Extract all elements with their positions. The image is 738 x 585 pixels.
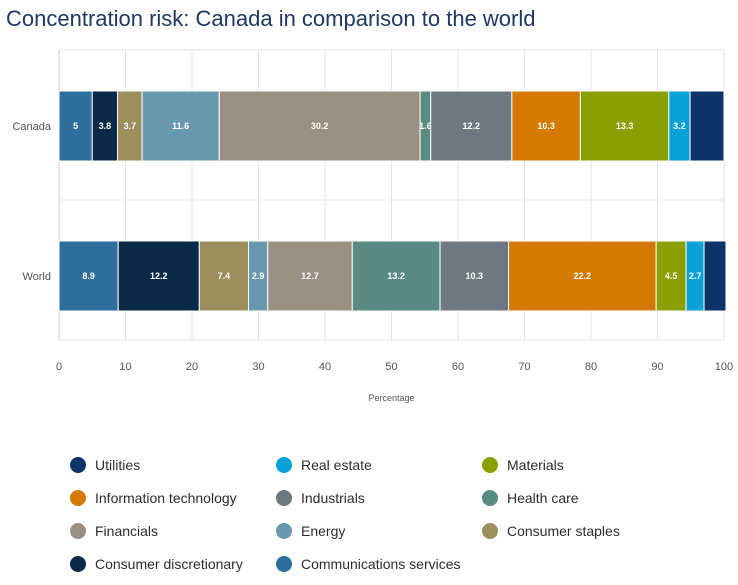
chart-legend: Utilities Real estate Materials Informat… bbox=[70, 454, 710, 575]
bar-segment bbox=[58, 240, 119, 312]
legend-item-financials[interactable]: Financials bbox=[70, 520, 276, 542]
bar-segment bbox=[117, 240, 200, 312]
legend-item-energy[interactable]: Energy bbox=[276, 520, 482, 542]
legend-swatch-icon bbox=[482, 490, 498, 506]
legend-label: Consumer staples bbox=[507, 523, 620, 539]
data-label: 11.6 bbox=[172, 121, 189, 131]
legend-label: Materials bbox=[507, 457, 564, 473]
data-label: 12.7 bbox=[301, 271, 319, 281]
legend-swatch-icon bbox=[70, 523, 86, 539]
legend-swatch-icon bbox=[276, 490, 292, 506]
legend-item-industrials[interactable]: Industrials bbox=[276, 487, 482, 509]
bar-segment bbox=[198, 240, 250, 312]
x-tick-label: 30 bbox=[252, 361, 264, 373]
data-label: 30.2 bbox=[311, 121, 329, 131]
bar-segment bbox=[439, 240, 510, 312]
data-label: 3.8 bbox=[99, 121, 112, 131]
data-label: 2.7 bbox=[689, 271, 702, 281]
x-tick-label: 40 bbox=[319, 361, 331, 373]
bar-segment bbox=[511, 90, 581, 162]
x-tick-label: 20 bbox=[186, 361, 198, 373]
data-label: 1.6 bbox=[419, 121, 432, 131]
data-label: 10.3 bbox=[466, 271, 484, 281]
legend-swatch-icon bbox=[276, 556, 292, 572]
legend-item-consumer-discretionary[interactable]: Consumer discretionary bbox=[70, 553, 276, 575]
legend-label: Energy bbox=[301, 523, 346, 539]
legend-swatch-icon bbox=[276, 457, 292, 473]
data-label: 12.2 bbox=[463, 121, 481, 131]
x-tick-label: 100 bbox=[715, 361, 733, 373]
y-tick-label: World bbox=[22, 271, 51, 283]
data-label: 10.3 bbox=[537, 121, 555, 131]
legend-item-health-care[interactable]: Health care bbox=[482, 487, 688, 509]
x-tick-label: 0 bbox=[56, 361, 62, 373]
bar-segment bbox=[579, 90, 670, 162]
bar-segment bbox=[141, 90, 220, 162]
y-tick-label: Canada bbox=[12, 121, 51, 133]
legend-label: Consumer discretionary bbox=[95, 556, 243, 572]
legend-label: Communications services bbox=[301, 556, 461, 572]
legend-swatch-icon bbox=[482, 523, 498, 539]
data-label: 12.2 bbox=[150, 271, 168, 281]
bar-segment bbox=[508, 240, 657, 312]
data-label: 3.2 bbox=[673, 121, 686, 131]
data-label: 2.9 bbox=[252, 271, 265, 281]
data-label: 7.4 bbox=[218, 271, 231, 281]
x-tick-label: 90 bbox=[651, 361, 663, 373]
bar-segment bbox=[91, 90, 119, 162]
data-label: 5 bbox=[73, 121, 78, 131]
chart-title: Concentration risk: Canada in comparison… bbox=[6, 6, 536, 31]
bar-segment bbox=[655, 240, 687, 312]
x-tick-label: 10 bbox=[119, 361, 131, 373]
legend-swatch-icon bbox=[70, 457, 86, 473]
data-label: 8.9 bbox=[82, 271, 95, 281]
data-label: 4.5 bbox=[665, 271, 678, 281]
x-tick-label: 50 bbox=[385, 361, 397, 373]
stacked-bar-chart: 0 10 20 30 40 50 60 70 80 90 100 Percentage Canada 5 3… bbox=[12, 49, 733, 403]
legend-swatch-icon bbox=[276, 523, 292, 539]
legend-item-communications-services[interactable]: Communications services bbox=[276, 553, 482, 575]
bar-segment bbox=[703, 240, 727, 312]
legend-label: Utilities bbox=[95, 457, 141, 473]
bar-segment bbox=[689, 90, 725, 162]
legend-swatch-icon bbox=[70, 556, 86, 572]
data-label: 22.2 bbox=[574, 271, 592, 281]
x-tick-label: 70 bbox=[518, 361, 530, 373]
legend-swatch-icon bbox=[70, 490, 86, 506]
legend-item-information-technology[interactable]: Information technology bbox=[70, 487, 276, 509]
data-label: 3.7 bbox=[124, 121, 137, 131]
legend-item-materials[interactable]: Materials bbox=[482, 454, 688, 476]
legend-item-real-estate[interactable]: Real estate bbox=[276, 454, 482, 476]
legend-label: Financials bbox=[95, 523, 159, 539]
legend-swatch-icon bbox=[482, 457, 498, 473]
bar-segment bbox=[351, 240, 441, 312]
x-tick-label: 80 bbox=[585, 361, 597, 373]
legend-label: Industrials bbox=[301, 490, 365, 506]
x-axis-title: Percentage bbox=[368, 393, 414, 403]
legend-label: Health care bbox=[507, 490, 579, 506]
legend-label: Real estate bbox=[301, 457, 372, 473]
legend-item-consumer-staples[interactable]: Consumer staples bbox=[482, 520, 688, 542]
legend-item-utilities[interactable]: Utilities bbox=[70, 454, 276, 476]
data-label: 13.3 bbox=[616, 121, 634, 131]
x-tick-label: 60 bbox=[452, 361, 464, 373]
data-label: 13.2 bbox=[387, 271, 405, 281]
legend-label: Information technology bbox=[95, 490, 237, 506]
